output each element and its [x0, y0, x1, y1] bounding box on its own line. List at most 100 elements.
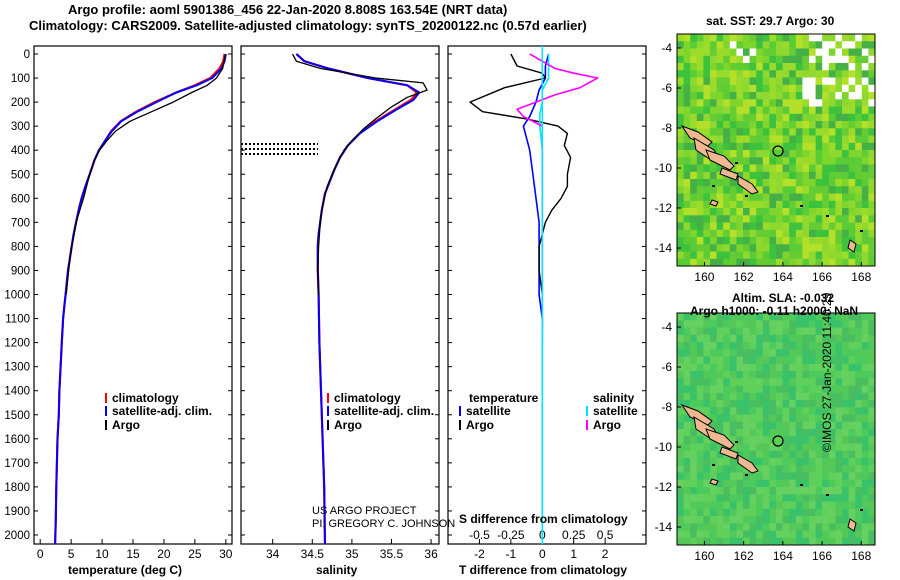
x-tick-label: 1 — [570, 547, 577, 561]
x-tick-label: 2 — [602, 547, 609, 561]
sla-map-title: Altim. SLA: -0.032 — [732, 291, 835, 305]
legend-diff-temp-satellite: satellite — [466, 404, 511, 418]
x-tick-label: 30 — [219, 547, 233, 561]
map-lon-label: 162 — [734, 549, 754, 563]
series-line-temperature-argo — [469, 53, 572, 295]
depth-tick-label: 500 — [11, 169, 30, 181]
depth-tick-label: 1300 — [4, 362, 30, 374]
x-tick-label: 5 — [68, 547, 75, 561]
series-line-salinity-argo — [516, 53, 599, 331]
map-lat-label: -4 — [661, 41, 672, 55]
temperature-curves — [53, 53, 227, 544]
legend-climatology: climatology — [112, 391, 179, 405]
axis-ticks: 0 5 10 15 20 25 30 34 34.5 35 35.5 36 -2 -1 0 1 2 -0.5 -0.… — [34, 53, 646, 561]
x-top-tick-label: -0.5 — [469, 528, 490, 542]
depth-tick-label: 0 — [24, 49, 30, 61]
depth-tick-label: 1500 — [4, 410, 30, 422]
x-tick-label: -2 — [474, 547, 485, 561]
depth-tick-label: 1600 — [4, 434, 30, 446]
map-lat-label: -4 — [661, 320, 672, 334]
x-tick-label: -1 — [506, 547, 517, 561]
x-tick-label: 25 — [188, 547, 202, 561]
series-line-argo — [291, 53, 428, 295]
legend-diff-temp-argo: Argo — [466, 418, 494, 432]
map-lat-label: -6 — [661, 360, 672, 374]
map-lat-label: -12 — [655, 201, 673, 215]
map-lat-label: -10 — [655, 161, 673, 175]
map-lon-label: 162 — [734, 270, 754, 284]
legend-diff-salinity-heading: salinity — [593, 391, 635, 405]
depth-tick-label: 300 — [11, 121, 30, 133]
salinity-curves — [291, 53, 428, 544]
sst-map — [676, 33, 876, 267]
legend-argo: Argo — [112, 418, 140, 432]
legend-climatology-sal: climatology — [334, 391, 401, 405]
sst-map-title: sat. SST: 29.7 Argo: 30 — [706, 14, 835, 28]
depth-tick-label: 800 — [11, 241, 30, 253]
legend-satellite-adj: satellite-adj. clim. — [112, 404, 213, 418]
imos-stamp: ©IMOS 27-Jan-2020 11:40:29 — [820, 292, 834, 452]
x-tick-label: 35.5 — [380, 547, 404, 561]
x-tick-label: 34 — [266, 547, 280, 561]
map-lon-label: 168 — [851, 270, 871, 284]
figure-title-line1: Argo profile: aoml 5901386_456 22-Jan-20… — [68, 2, 508, 17]
depth-tick-label: 400 — [11, 145, 30, 157]
temperature-panel-frame — [33, 45, 233, 545]
sla-map — [676, 312, 876, 546]
profile-location-marker-2 — [772, 435, 784, 447]
difference-curves — [469, 46, 599, 544]
legend-satellite-adj-sal: satellite-adj. clim. — [334, 404, 435, 418]
profile-location-marker — [772, 145, 784, 157]
map-lat-label: -8 — [661, 400, 672, 414]
map-lon-label: 160 — [694, 270, 714, 284]
map-lat-label: -8 — [661, 121, 672, 135]
depth-tick-label: 200 — [11, 97, 30, 109]
series-line-temperature-satellite — [522, 53, 550, 343]
temperature-axis-label: temperature (deg C) — [68, 563, 183, 577]
x-tick-label: 34.5 — [301, 547, 325, 561]
map-lon-label: 164 — [773, 549, 793, 563]
x-tick-label: 10 — [95, 547, 109, 561]
map-lat-label: -14 — [655, 241, 673, 255]
depth-tick-label: 2000 — [4, 530, 30, 542]
x-tick-label: 15 — [126, 547, 140, 561]
depth-tick-label: 1700 — [4, 458, 30, 470]
legend-argo-sal: Argo — [334, 418, 362, 432]
depth-axis: 0 100 200 300 400 500 600 700 800 900 1000 1100 1200… — [4, 49, 30, 542]
credit-line1: US ARGO PROJECT — [312, 505, 417, 517]
x-tick-label: 0 — [539, 547, 546, 561]
map-lat-label: -10 — [655, 440, 673, 454]
map-lon-label: 164 — [773, 270, 793, 284]
map-lat-label: -6 — [661, 81, 672, 95]
x-tick-label: 0 — [37, 547, 44, 561]
salinity-panel-frame — [240, 45, 440, 545]
depth-tick-label: 1100 — [5, 314, 30, 326]
legend-diff-sal-argo: Argo — [593, 418, 621, 432]
series-line-satellite-adj-clim- — [295, 53, 421, 544]
map-lon-label: 160 — [694, 549, 714, 563]
depth-tick-label: 1900 — [4, 506, 30, 518]
argo-height-title: Argo h1000: -0.11 h2000: NaN — [690, 304, 859, 318]
legend-diff-sal-satellite: satellite — [593, 404, 638, 418]
series-line-climatology — [53, 53, 226, 544]
credit-line2: PI: GREGORY C. JOHNSON — [312, 518, 456, 530]
series-line-climatology — [295, 53, 418, 544]
depth-tick-label: 100 — [11, 73, 30, 85]
t-difference-axis-label: T difference from climatology — [459, 563, 628, 577]
legend-swatches — [105, 393, 588, 430]
map-lat-label: -14 — [655, 520, 673, 534]
map-axes: 160 162 164 166 168 -4 -6 -8 -10 -12 -14 160 162 164 1… — [655, 41, 872, 563]
series-line-satellite-adj-clim- — [54, 53, 227, 544]
series-line-argo — [65, 53, 227, 295]
depth-tick-label: 900 — [11, 265, 30, 277]
map-lon-label: 168 — [851, 549, 871, 563]
depth-tick-label: 1200 — [4, 338, 30, 350]
x-tick-label: 35 — [345, 547, 359, 561]
difference-panel-frame — [447, 45, 647, 545]
depth-tick-label: 700 — [11, 217, 30, 229]
legend-diff-temperature-heading: temperature — [469, 391, 539, 405]
map-lon-label: 166 — [812, 549, 832, 563]
salinity-axis-label: salinity — [316, 563, 358, 577]
map-lat-label: -12 — [655, 480, 673, 494]
